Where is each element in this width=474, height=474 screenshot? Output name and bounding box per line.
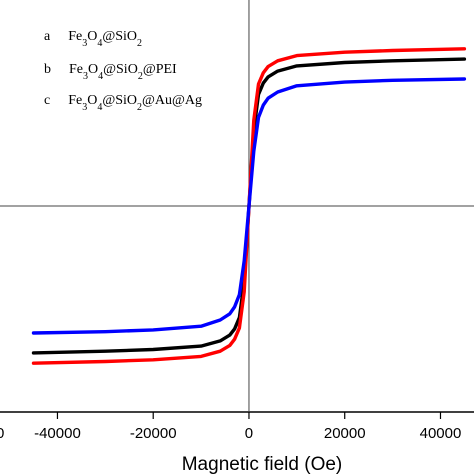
legend-label-part: 3 [82,38,87,49]
legend-label-part: @SiO [102,93,137,108]
legend-letter: c [44,93,50,108]
x-ticks: -40000 -20000 0 20000 40000 0 [0,412,461,442]
legend-label-part: O [87,29,97,44]
x-tick-label: 0 [245,425,253,442]
legend-label-part: 4 [97,38,102,49]
x-tick-label: 40000 [420,425,462,442]
legend-label-part: Fe [69,62,83,77]
legend-letter: a [44,29,51,44]
x-axis-title: Magnetic field (Oe) [182,454,343,474]
x-tick-label: -40000 [34,425,81,442]
legend-letter: b [44,62,51,77]
legend-label-part: 2 [137,38,142,49]
legend-label-part: Fe [68,93,82,108]
legend-label-part: 2 [137,102,142,113]
x-tick-label-edge: 0 [0,425,4,442]
legend-item-c: c Fe3O4@SiO2@Au@Ag [44,93,202,113]
series-c-curve [31,77,467,335]
legend-label-part: 3 [83,71,88,82]
legend-label-part: O [88,62,98,77]
curves [31,47,467,365]
legend-label-part: @Au@Ag [142,93,202,108]
legend-item-a: a Fe3O4@SiO2 [44,29,142,49]
legend-label-part: 3 [82,102,87,113]
legend-label-part: @SiO [102,29,137,44]
legend-item-b: b Fe3O4@SiO2@PEI [44,62,177,82]
legend-label-part: 2 [138,71,143,82]
legend-label-part: @SiO [103,62,138,77]
legend-label-part: @PEI [143,62,177,77]
x-tick-label: -20000 [130,425,177,442]
legend-label-part: 4 [97,102,102,113]
legend-label-part: Fe [68,29,82,44]
legend-label-part: O [87,93,97,108]
legend-label-part: 4 [98,71,103,82]
x-tick-label: 20000 [324,425,366,442]
